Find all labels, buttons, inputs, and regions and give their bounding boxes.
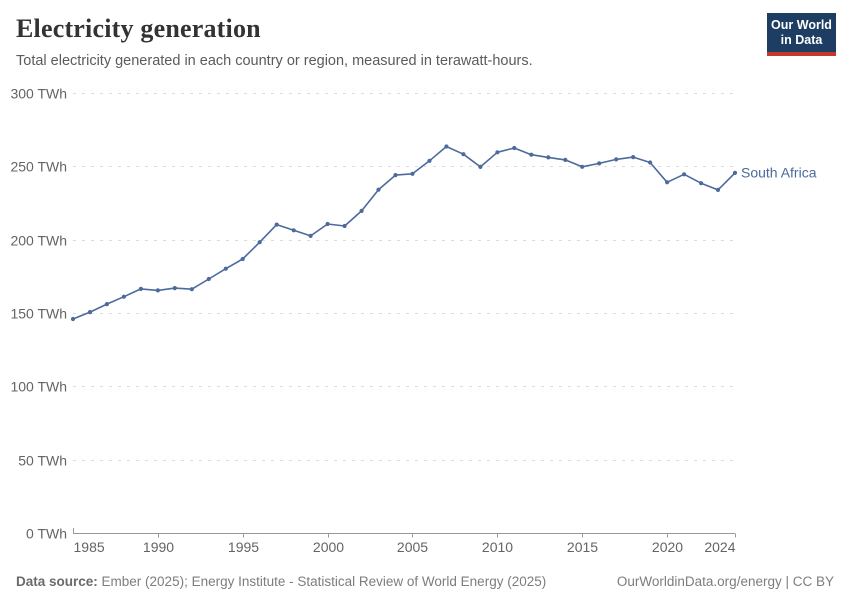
data-point-2002[interactable] (359, 208, 364, 213)
data-source: Data source: Ember (2025); Energy Instit… (16, 574, 546, 589)
data-point-1986[interactable] (87, 310, 93, 315)
data-point-1990[interactable] (155, 288, 160, 293)
y-tick-label-200: 200 TWh (10, 233, 67, 249)
data-point-2015[interactable] (580, 164, 585, 169)
data-source-text: Ember (2025); Energy Institute - Statist… (97, 574, 547, 589)
x-tick-label-1990: 1990 (143, 539, 174, 555)
data-point-2024[interactable] (732, 170, 738, 175)
data-point-1993[interactable] (206, 276, 211, 282)
data-point-2017[interactable] (614, 157, 619, 162)
data-point-1989[interactable] (138, 286, 143, 291)
data-point-2019[interactable] (648, 160, 653, 165)
x-tick-label-2005: 2005 (397, 539, 428, 555)
data-point-2013[interactable] (546, 155, 551, 160)
owid-logo-line1: Our World (771, 17, 832, 32)
y-tick-label-100: 100 TWh (10, 379, 67, 395)
data-point-2010[interactable] (495, 150, 500, 155)
chart-footer: Data source: Ember (2025); Energy Instit… (16, 574, 834, 589)
data-point-2021[interactable] (682, 172, 687, 177)
data-point-1997[interactable] (274, 222, 279, 227)
y-tick-label-300: 300 TWh (10, 86, 67, 102)
data-point-2012[interactable] (529, 152, 534, 157)
data-source-label: Data source: (16, 574, 98, 589)
data-point-2003[interactable] (376, 187, 381, 192)
x-tick-label-2024: 2024 (704, 539, 735, 555)
data-point-2006[interactable] (427, 158, 432, 163)
chart-header: Electricity generation Total electricity… (16, 14, 756, 69)
x-tick-label-2010: 2010 (482, 539, 513, 555)
data-point-2008[interactable] (461, 152, 466, 157)
data-point-2004[interactable] (393, 173, 398, 178)
data-point-1995[interactable] (240, 256, 245, 262)
data-point-1999[interactable] (308, 233, 313, 238)
credit-link[interactable]: OurWorldinData.org/energy | CC BY (616, 574, 834, 589)
data-point-1991[interactable] (172, 286, 177, 291)
page-title: Electricity generation (16, 14, 261, 43)
data-point-1996[interactable] (257, 240, 262, 245)
owid-logo-line2: in Data (780, 32, 823, 47)
x-tick-label-2000: 2000 (313, 539, 344, 555)
x-tick-label-1995: 1995 (228, 539, 259, 555)
data-point-1992[interactable] (189, 287, 194, 292)
data-point-1988[interactable] (121, 294, 126, 299)
y-tick-label-150: 150 TWh (10, 306, 67, 322)
data-point-2000[interactable] (325, 221, 330, 227)
x-tick-label-2020: 2020 (652, 539, 683, 555)
data-point-1994[interactable] (223, 266, 228, 271)
data-point-2022[interactable] (699, 181, 704, 186)
series-label[interactable]: South Africa (741, 164, 817, 180)
data-point-2009[interactable] (478, 164, 483, 169)
data-point-2011[interactable] (512, 145, 517, 151)
data-point-2005[interactable] (410, 171, 415, 176)
data-point-2001[interactable] (342, 223, 347, 229)
data-point-2018[interactable] (631, 155, 636, 160)
data-point-2023[interactable] (715, 187, 721, 192)
data-point-2014[interactable] (563, 157, 568, 162)
owid-logo[interactable]: Our World in Data (767, 13, 836, 56)
data-point-1987[interactable] (104, 302, 109, 307)
x-tick-label-1985: 1985 (74, 539, 105, 555)
series-line-south-africa[interactable] (72, 145, 736, 320)
data-point-1998[interactable] (291, 228, 296, 233)
chart-subtitle: Total electricity generated in each coun… (16, 53, 533, 69)
y-tick-label-250: 250 TWh (10, 159, 67, 175)
y-tick-label-0: 0 TWh (26, 526, 67, 542)
x-tick-label-2015: 2015 (567, 539, 598, 555)
data-point-2020[interactable] (665, 180, 670, 185)
data-point-1985[interactable] (70, 316, 76, 322)
y-tick-label-50: 50 TWh (18, 453, 67, 469)
data-point-2007[interactable] (444, 144, 449, 149)
data-point-2016[interactable] (597, 161, 602, 166)
